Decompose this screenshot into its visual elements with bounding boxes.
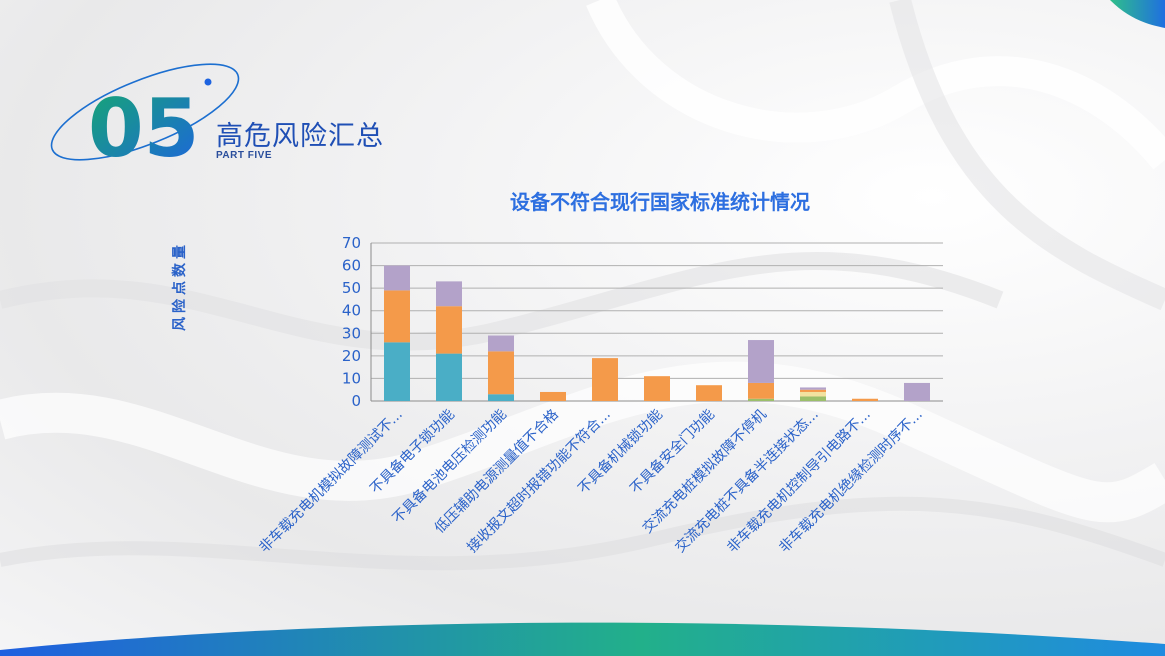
y-tick-label: 70 bbox=[342, 234, 361, 252]
y-tick-label: 30 bbox=[342, 324, 361, 342]
bar-segment bbox=[436, 353, 462, 401]
bar-segment bbox=[696, 385, 722, 401]
bar-segment bbox=[800, 391, 826, 397]
bar-segment bbox=[488, 351, 514, 395]
bar-segment bbox=[800, 396, 826, 401]
y-tick-label: 50 bbox=[342, 279, 361, 297]
bar-segment bbox=[436, 306, 462, 354]
bar-segment bbox=[904, 382, 930, 401]
bar-segment bbox=[384, 342, 410, 401]
bar-segment bbox=[800, 389, 826, 392]
bar-segment bbox=[748, 340, 774, 383]
section-subtitle: PART FIVE bbox=[216, 150, 272, 161]
bar-segment bbox=[800, 387, 826, 390]
bar-segment bbox=[748, 398, 774, 401]
corner-wave-decoration bbox=[1110, 0, 1165, 28]
y-tick-label: 20 bbox=[342, 347, 361, 365]
bar-segment bbox=[852, 398, 878, 401]
bar-segment bbox=[748, 382, 774, 399]
y-tick-label: 10 bbox=[342, 369, 361, 387]
category-labels: 非车载充电机模拟故障测试不...不具备电子锁功能不具备电池电压检测功能低压辅助电… bbox=[256, 406, 926, 556]
y-tick-labels: 0 10 20 30 40 50 60 70 bbox=[342, 234, 361, 410]
bar-segment bbox=[384, 290, 410, 343]
section-number-logo: 05 bbox=[50, 63, 240, 175]
bar-segment bbox=[540, 391, 566, 401]
bars bbox=[384, 265, 930, 401]
bar-segment bbox=[592, 358, 618, 401]
chart-title: 设备不符合现行国家标准统计情况 bbox=[510, 190, 810, 214]
y-tick-label: 0 bbox=[351, 392, 361, 410]
section-number: 05 bbox=[88, 82, 199, 175]
bottom-wave-decoration bbox=[0, 622, 1165, 656]
bar-segment bbox=[488, 394, 514, 401]
bar-segment bbox=[488, 335, 514, 352]
bar-segment bbox=[644, 376, 670, 401]
section-title: 高危风险汇总 bbox=[216, 121, 384, 152]
y-tick-label: 40 bbox=[342, 302, 361, 320]
bar-segment bbox=[384, 265, 410, 291]
y-tick-label: 60 bbox=[342, 257, 361, 275]
bar-segment bbox=[436, 281, 462, 307]
